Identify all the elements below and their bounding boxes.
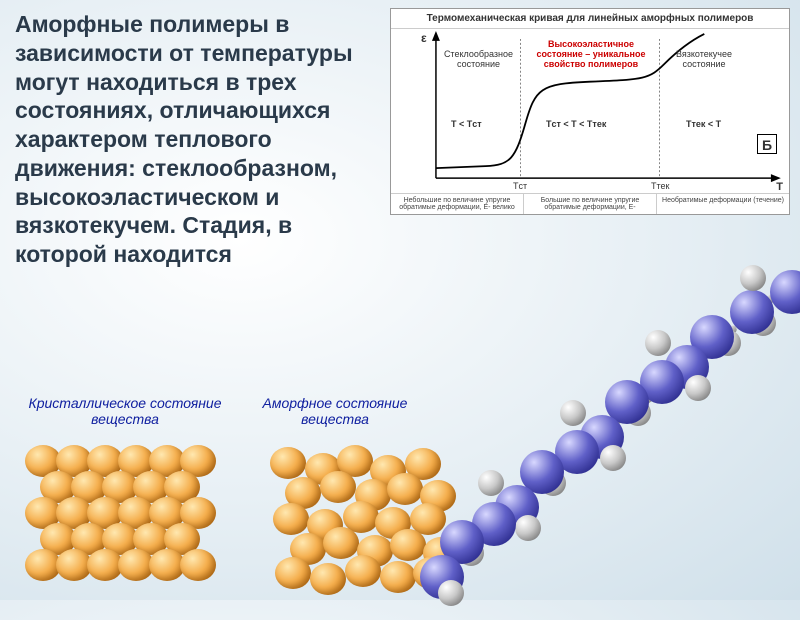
atom-grey (740, 265, 766, 291)
sphere (180, 549, 216, 581)
region3-temp: Tтек < T (686, 119, 721, 129)
crystalline-grid (25, 445, 205, 590)
atom-grey (600, 445, 626, 471)
atom-grey (515, 515, 541, 541)
main-paragraph: Аморфные полимеры в зависимости от темпе… (15, 10, 375, 269)
sphere (323, 527, 359, 559)
sphere (345, 555, 381, 587)
chart-body: ε Стеклообразное состояние Высокоэластич… (391, 28, 789, 193)
region1-temp: T < Tст (451, 119, 482, 129)
sphere (273, 503, 309, 535)
atom-grey (645, 330, 671, 356)
polymer-molecule (430, 260, 800, 620)
sphere (380, 561, 416, 593)
thermomechanical-chart: Термомеханическая кривая для линейных ам… (390, 8, 790, 215)
box-label: Б (757, 134, 777, 154)
atom-grey (560, 400, 586, 426)
amorphous-grid (265, 445, 445, 590)
sphere (387, 473, 423, 505)
atom-grey (685, 375, 711, 401)
state-labels: Кристаллическое состояние вещества Аморф… (20, 395, 440, 427)
sphere (275, 557, 311, 589)
crystalline-label: Кристаллическое состояние вещества (20, 395, 230, 427)
atom-blue (770, 270, 800, 314)
region1-title: Стеклообразное состояние (441, 49, 516, 69)
sphere (320, 471, 356, 503)
tick2: Tтек (651, 181, 669, 191)
foot1: Небольшие по величине упругие обратимые … (391, 194, 524, 214)
chart-footer: Небольшие по величине упругие обратимые … (391, 193, 789, 214)
amorphous-label: Аморфное состояние вещества (230, 395, 440, 427)
tick1: Tст (513, 181, 527, 191)
sphere (390, 529, 426, 561)
sphere (270, 447, 306, 479)
y-axis-label: ε (421, 31, 427, 45)
chart-title: Термомеханическая кривая для линейных ам… (391, 9, 789, 28)
atom-blue (730, 290, 774, 334)
region3-title: Вязкотекучее состояние (669, 49, 739, 69)
atom-grey (438, 580, 464, 606)
region2-temp: Tст < T < Tтек (546, 119, 606, 129)
x-axis-label: T (776, 181, 783, 193)
atom-grey (478, 470, 504, 496)
sphere-diagrams (25, 445, 445, 590)
sphere (310, 563, 346, 595)
region2-title: Высокоэластичное состояние – уникальное … (526, 39, 656, 69)
foot2: Большие по величине упругие обратимые де… (524, 194, 657, 214)
foot3: Необратимые деформации (течение) (657, 194, 789, 214)
